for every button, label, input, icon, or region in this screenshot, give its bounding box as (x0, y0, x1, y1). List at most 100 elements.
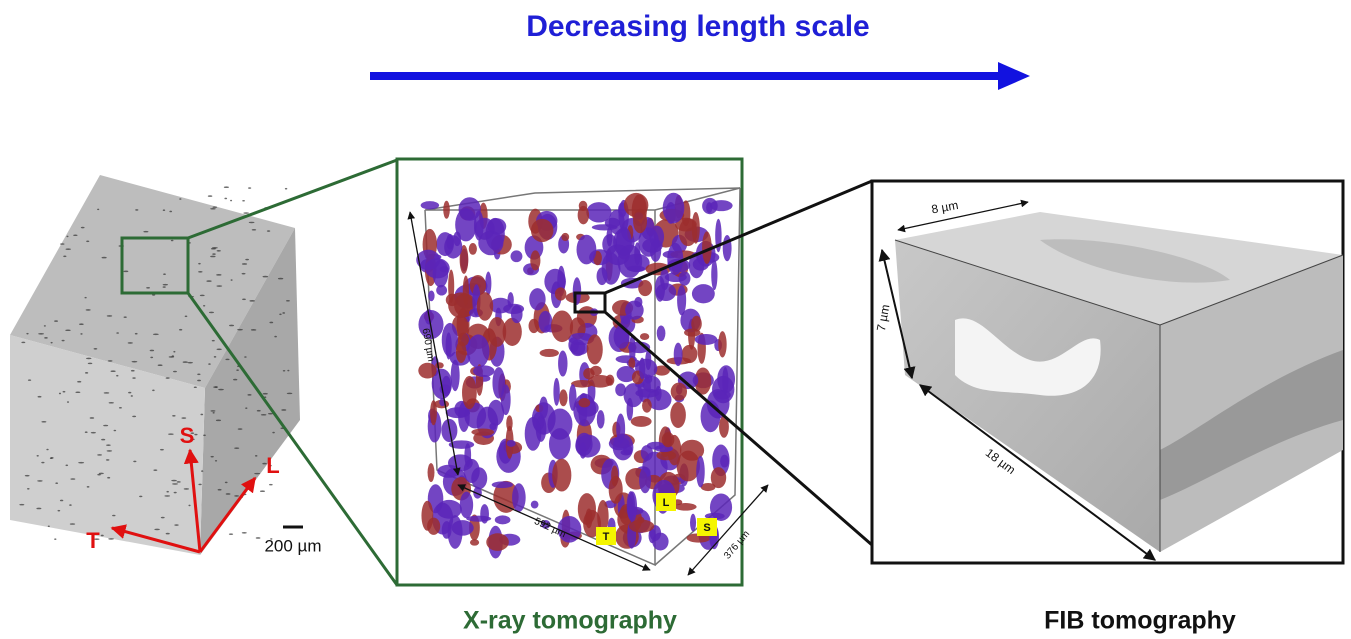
pore (236, 369, 239, 371)
pore (50, 457, 53, 459)
particle (656, 283, 676, 301)
pore (225, 482, 228, 484)
pore (242, 298, 246, 300)
pore (181, 417, 186, 419)
pore (210, 410, 215, 412)
particle (507, 440, 516, 447)
particle (692, 284, 715, 303)
pore (257, 410, 261, 412)
pore (94, 348, 98, 350)
pore (161, 517, 165, 519)
pore (19, 504, 24, 506)
particle (477, 292, 493, 321)
pore (153, 469, 157, 471)
axis-label: L (266, 453, 279, 478)
pore (80, 333, 82, 335)
pore (128, 342, 133, 344)
particle (435, 362, 444, 368)
pore (152, 390, 155, 392)
particle (711, 467, 726, 488)
particle (452, 520, 474, 536)
pore (44, 337, 48, 339)
pore (86, 358, 92, 360)
particle (428, 291, 434, 302)
pore (107, 477, 110, 479)
particle (674, 343, 683, 367)
pore (77, 381, 81, 383)
particle (486, 533, 509, 551)
pore (213, 386, 217, 388)
pore (78, 462, 84, 464)
pore (210, 208, 216, 210)
pore (287, 370, 289, 372)
particle (590, 366, 602, 376)
particle (710, 200, 733, 211)
particle (711, 259, 717, 290)
pore (86, 309, 91, 311)
pore (36, 508, 41, 510)
particle (473, 365, 495, 377)
particle (489, 423, 496, 430)
scale-bar-label: 200 µm (264, 536, 321, 555)
particle (451, 360, 460, 392)
particle (627, 266, 645, 272)
particle (538, 311, 552, 333)
particle (642, 399, 652, 413)
pore (212, 247, 218, 249)
pore (238, 428, 243, 430)
particle (492, 481, 513, 488)
particle (720, 455, 729, 468)
pore (233, 379, 237, 381)
pore (197, 373, 200, 375)
pore (224, 198, 227, 200)
pore (169, 211, 172, 213)
particle (440, 266, 449, 272)
pore (218, 389, 224, 391)
particle (529, 288, 545, 310)
particle (629, 520, 654, 533)
pore (88, 363, 93, 365)
pore (37, 455, 39, 457)
pore (247, 394, 251, 396)
pore (216, 420, 221, 422)
pore (143, 231, 148, 233)
pore (37, 480, 43, 482)
pore (90, 417, 95, 419)
particle (628, 491, 637, 522)
particle (446, 234, 454, 250)
pore (101, 535, 104, 537)
pore (174, 492, 177, 494)
pore (99, 473, 104, 475)
particle (511, 250, 523, 262)
pore (245, 259, 249, 261)
pore (132, 416, 136, 418)
pore (251, 329, 256, 331)
pore (208, 195, 213, 197)
pore (41, 462, 44, 464)
pore (73, 234, 77, 236)
particle (469, 243, 477, 255)
particle (485, 218, 504, 250)
pore (38, 333, 44, 335)
pore (38, 396, 42, 398)
pore (198, 263, 201, 265)
particle (576, 433, 593, 456)
pore (185, 315, 188, 317)
pore (261, 414, 267, 416)
pore (21, 342, 25, 344)
pore (242, 200, 245, 202)
particle (459, 197, 481, 221)
pore (153, 334, 159, 336)
pore (174, 524, 178, 526)
pore (200, 295, 205, 297)
pore (160, 449, 164, 451)
pore (139, 496, 142, 498)
particle (539, 396, 548, 418)
particle (657, 326, 666, 342)
pore (171, 480, 177, 482)
particle (625, 301, 644, 320)
particle (531, 219, 554, 242)
particle (421, 201, 439, 209)
particle (597, 267, 608, 285)
title: Decreasing length scale (526, 10, 869, 43)
